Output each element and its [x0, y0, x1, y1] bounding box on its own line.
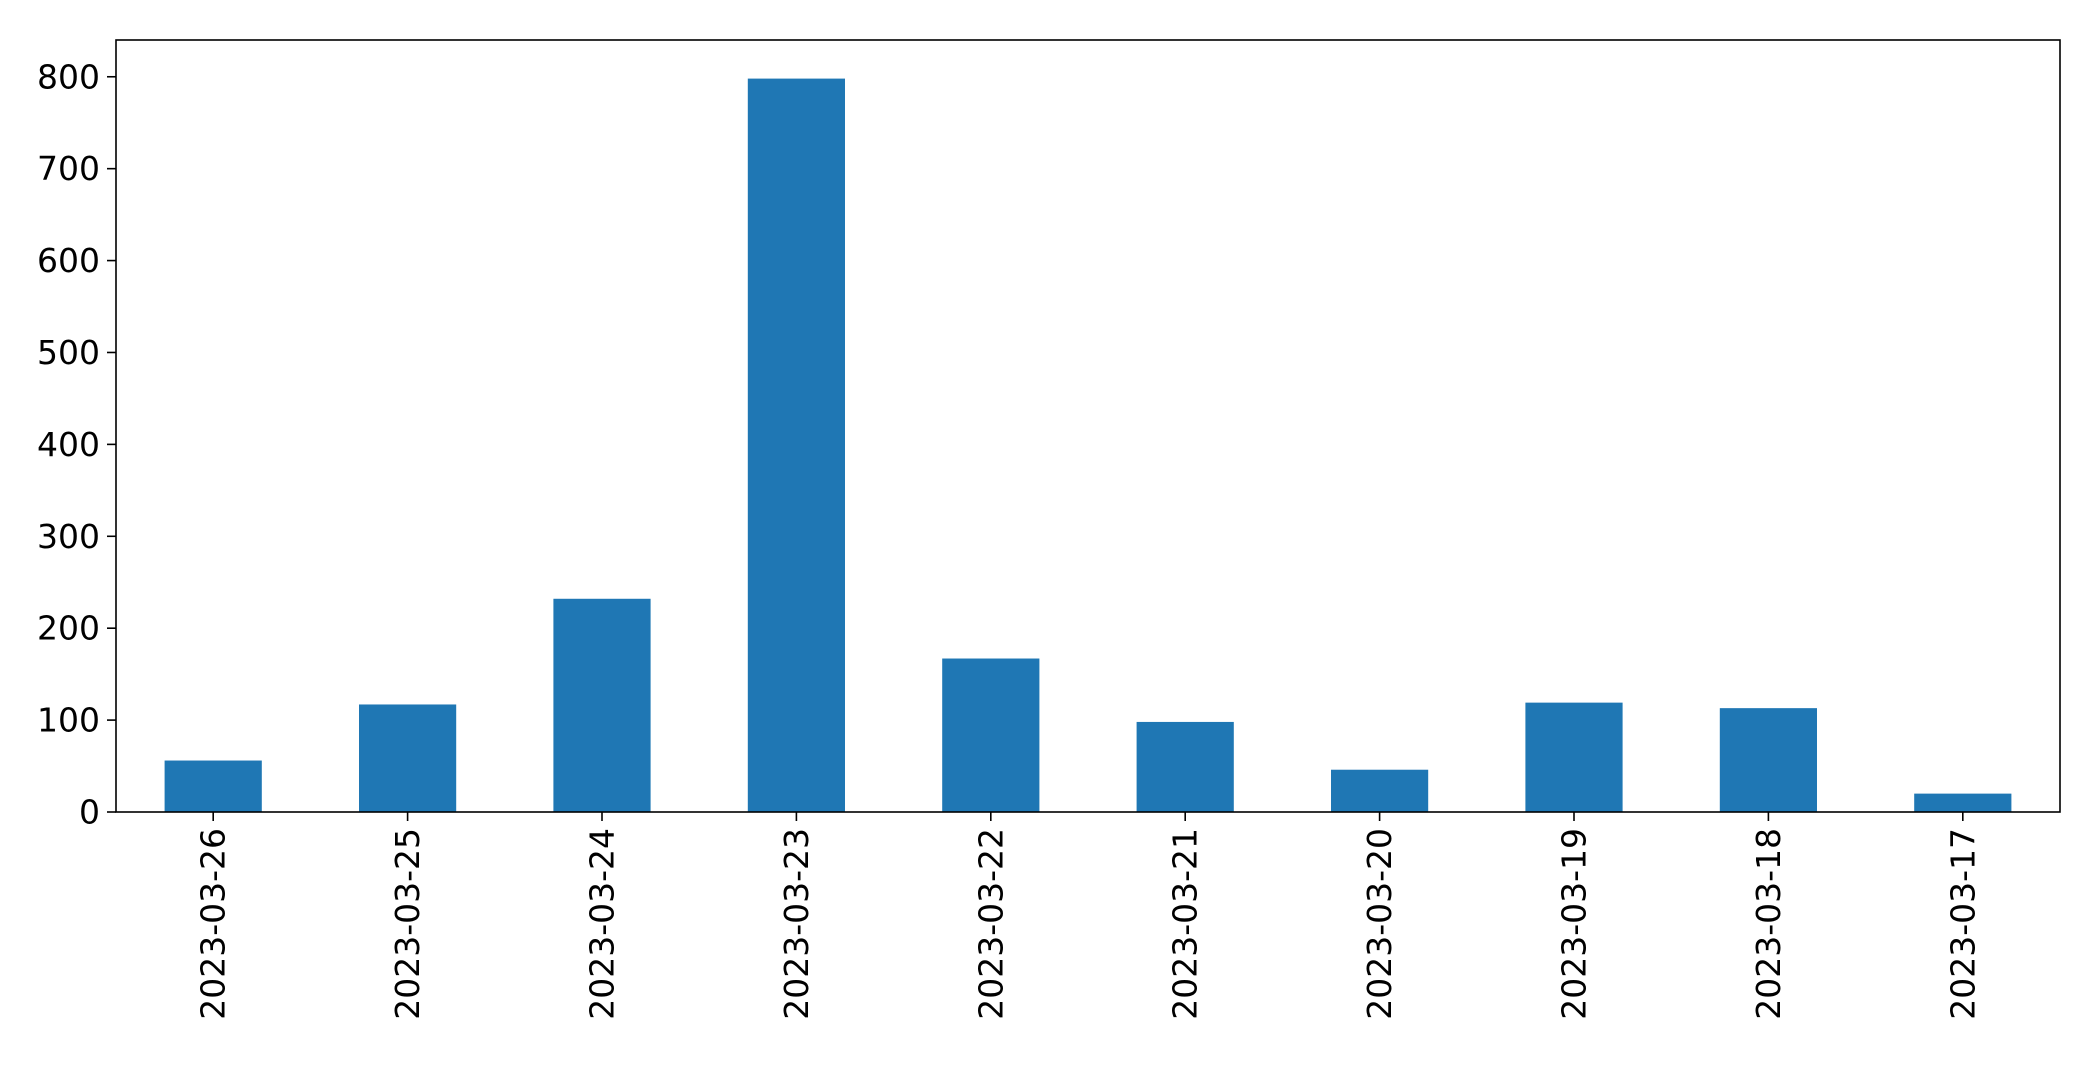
x-tick-label: 2023-03-19 [1555, 828, 1594, 1020]
bar-2023-03-21 [1136, 721, 1234, 812]
y-tick-label: 100 [37, 701, 100, 740]
y-tick-label: 600 [37, 241, 100, 280]
bar-2023-03-24 [553, 598, 651, 812]
bar-2023-03-17 [1914, 793, 2012, 812]
bars-layer [164, 78, 2012, 813]
plot-frame [115, 39, 2061, 813]
y-axis: 0 100 200 300 400 500 600 700 800 [37, 57, 116, 832]
x-tick-label: 2023-03-22 [971, 828, 1010, 1020]
y-tick-label: 500 [37, 333, 100, 372]
y-tick-label: 0 [79, 793, 100, 832]
x-tick-label: 2023-03-23 [777, 828, 816, 1020]
x-axis: 2023-03-26 2023-03-25 2023-03-24 2023-03-23… [194, 812, 1982, 1020]
y-tick-label: 200 [37, 609, 100, 648]
bar-2023-03-23 [747, 78, 845, 813]
bar-2023-03-22 [942, 658, 1040, 812]
bar-2023-03-26 [164, 760, 262, 812]
y-tick-label: 800 [37, 57, 100, 96]
bar-2023-03-19 [1525, 702, 1623, 812]
x-tick-label: 2023-03-24 [583, 828, 622, 1020]
bar-2023-03-20 [1331, 769, 1429, 812]
x-tick-label: 2023-03-25 [388, 828, 427, 1020]
bar-2023-03-18 [1719, 708, 1817, 812]
x-tick-label: 2023-03-26 [194, 828, 233, 1020]
y-tick-label: 400 [37, 425, 100, 464]
x-tick-label: 2023-03-17 [1943, 828, 1982, 1020]
x-tick-label: 2023-03-21 [1166, 828, 1205, 1020]
x-tick-label: 2023-03-18 [1749, 828, 1788, 1020]
y-tick-label: 300 [37, 517, 100, 556]
x-tick-label: 2023-03-20 [1360, 828, 1399, 1020]
bar-2023-03-25 [359, 704, 457, 812]
y-tick-label: 700 [37, 149, 100, 188]
